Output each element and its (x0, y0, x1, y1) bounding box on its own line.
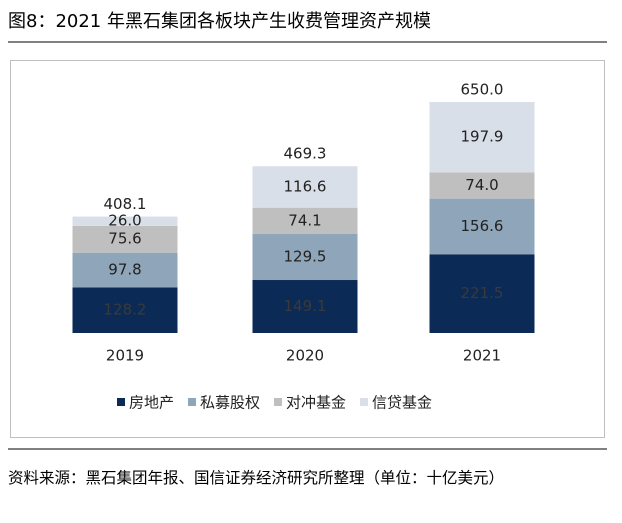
bar-segment (72, 287, 178, 333)
data-label: 97.8 (108, 261, 141, 279)
bar-segment (252, 280, 358, 333)
legend-swatch (360, 398, 369, 406)
bar-segment (252, 233, 358, 281)
data-label: 221.5 (461, 284, 504, 302)
bar-segment (429, 198, 535, 255)
legend-label: 信贷基金 (372, 394, 432, 412)
bar-segment (72, 225, 178, 253)
bar-segment (429, 102, 535, 173)
data-label: 75.6 (108, 230, 141, 248)
bar-segment (252, 207, 358, 234)
data-label: 26.0 (108, 212, 141, 230)
total-label: 650.0 (461, 81, 504, 99)
data-label: 197.9 (461, 128, 504, 146)
data-label: 74.1 (288, 211, 321, 229)
legend-swatch (117, 398, 125, 406)
data-label: 116.6 (284, 177, 327, 195)
bar-segment (72, 216, 178, 226)
legend-swatch (274, 398, 283, 406)
legend-label: 对冲基金 (286, 394, 346, 412)
legend-swatch (188, 398, 197, 406)
legend-label: 房地产 (129, 394, 174, 412)
total-label: 469.3 (284, 145, 327, 163)
x-tick-label: 2019 (106, 347, 144, 365)
total-label: 408.1 (104, 195, 147, 213)
chart-title: 图8：2021 年黑石集团各板块产生收费管理资产规模 (8, 11, 431, 32)
x-tick-label: 2021 (463, 347, 501, 365)
data-label: 149.1 (284, 297, 327, 315)
x-tick-label: 2020 (286, 347, 324, 365)
bar-segment (252, 166, 358, 208)
legend-label: 私募股权 (200, 394, 260, 412)
source: 资料来源：黑石集团年报、国信证券经济研究所整理（单位：十亿美元） (8, 469, 505, 487)
data-label: 74.0 (465, 176, 498, 194)
bar-segment (429, 172, 535, 199)
bar-segment (72, 252, 178, 288)
bar-segment (429, 254, 535, 333)
chart-frame (10, 60, 605, 438)
data-label: 129.5 (284, 248, 327, 266)
data-label: 128.2 (104, 301, 147, 319)
data-label: 156.6 (461, 217, 504, 235)
